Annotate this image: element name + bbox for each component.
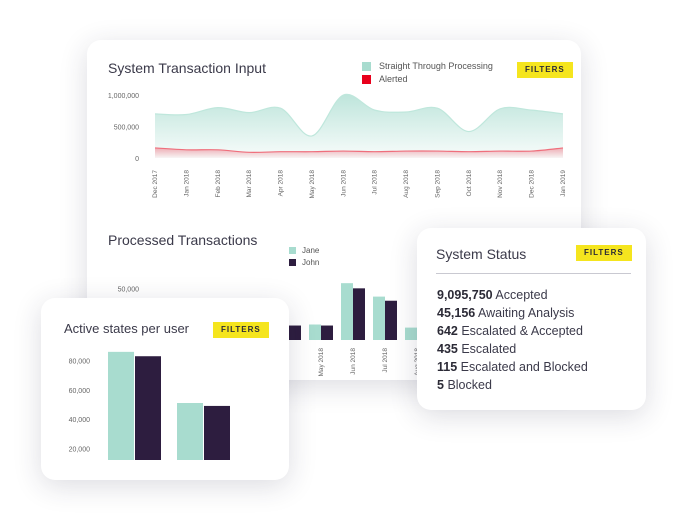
status-divider xyxy=(436,273,631,274)
y-tick-label: 1,000,000 xyxy=(108,93,139,100)
bar-jane xyxy=(341,283,353,340)
x-tick-label: Dec 2017 xyxy=(152,170,159,198)
status-count: 9,095,750 xyxy=(437,288,493,302)
status-label: Blocked xyxy=(447,378,492,392)
legend-label-alerted: Alerted xyxy=(379,74,408,84)
series-area-stp xyxy=(155,94,563,158)
status-count: 45,156 xyxy=(437,306,476,320)
bar-john xyxy=(321,325,333,340)
x-tick-label: Nov 2018 xyxy=(497,170,504,198)
legend-swatch-jane xyxy=(289,247,296,254)
status-count: 5 xyxy=(437,378,444,392)
y-tick-label: 500,000 xyxy=(114,125,139,132)
y-tick-label: 0 xyxy=(135,156,139,163)
status-label: Awaiting Analysis xyxy=(478,306,575,320)
status-item-blocked: 5 Blocked xyxy=(437,376,588,394)
bar-jane xyxy=(405,327,417,340)
active-states-filters-button[interactable]: FILTERS xyxy=(213,322,269,338)
x-tick-label: Jan 2018 xyxy=(183,170,190,197)
bar-jane xyxy=(309,324,321,340)
x-tick-label: Jul 2018 xyxy=(382,348,389,373)
legend-swatch-alerted xyxy=(362,74,371,84)
status-count: 642 xyxy=(437,324,458,338)
legend-label-john: John xyxy=(302,258,320,267)
legend-item-jane: Jane xyxy=(289,246,319,255)
y-tick-label: 40,000 xyxy=(69,417,91,424)
x-tick-label: May 2018 xyxy=(309,170,316,199)
x-tick-label: Sep 2018 xyxy=(434,170,441,198)
system-status-card: System Status FILTERS 9,095,750 Accepted… xyxy=(417,228,646,410)
x-tick-label: Aug 2018 xyxy=(403,170,410,198)
status-item-escalated-blocked: 115 Escalated and Blocked xyxy=(437,358,588,376)
series-line-alerted xyxy=(154,147,564,153)
series-line-stp xyxy=(154,93,564,137)
status-item-awaiting-analysis: 45,156 Awaiting Analysis xyxy=(437,304,588,322)
x-tick-label: Jun 2018 xyxy=(340,170,347,197)
bar-john xyxy=(289,325,301,340)
x-tick-label: Mar 2018 xyxy=(246,170,253,198)
status-item-escalated: 435 Escalated xyxy=(437,340,588,358)
status-list: 9,095,750 Accepted 45,156 Awaiting Analy… xyxy=(437,286,588,394)
processed-transactions-title: Processed Transactions xyxy=(108,232,258,248)
transaction-filters-button[interactable]: FILTERS xyxy=(517,62,573,78)
legend-label-stp: Straight Through Processing xyxy=(379,61,493,71)
x-tick-label: May 2018 xyxy=(318,348,325,377)
x-tick-label: Jul 2018 xyxy=(372,170,379,195)
legend-swatch-john xyxy=(289,259,296,266)
legend-item-stp: Straight Through Processing xyxy=(362,61,493,71)
status-label: Escalated & Accepted xyxy=(461,324,583,338)
legend-item-alerted: Alerted xyxy=(362,74,408,84)
y-tick-label: 60,000 xyxy=(69,388,91,395)
legend-item-john: John xyxy=(289,258,319,267)
y-tick-label: 20,000 xyxy=(69,446,91,453)
x-tick-label: Feb 2018 xyxy=(215,170,222,198)
legend-label-jane: Jane xyxy=(302,246,320,255)
status-item-escalated-accepted: 642 Escalated & Accepted xyxy=(437,322,588,340)
bar-jane xyxy=(373,296,385,340)
series-area-alerted xyxy=(155,147,563,158)
active-states-title: Active states per user xyxy=(64,321,189,336)
system-status-title: System Status xyxy=(436,246,527,262)
x-tick-label: Oct 2018 xyxy=(466,170,473,197)
bar-john xyxy=(385,300,397,340)
system-status-filters-button[interactable]: FILTERS xyxy=(576,245,632,261)
active-states-card: Active states per user FILTERS 80,000 60,… xyxy=(41,298,289,480)
status-count: 115 xyxy=(437,360,458,374)
y-tick-label: 50,000 xyxy=(118,286,140,293)
y-tick-label: 80,000 xyxy=(69,359,91,366)
status-label: Accepted xyxy=(495,288,548,302)
status-item-accepted: 9,095,750 Accepted xyxy=(437,286,588,304)
x-tick-label: Jun 2018 xyxy=(350,348,357,375)
status-label: Escalated and Blocked xyxy=(460,360,588,374)
active-bar xyxy=(177,403,203,460)
legend-swatch-stp xyxy=(362,61,371,71)
x-tick-label: Apr 2018 xyxy=(278,170,285,197)
active-bar xyxy=(204,405,230,460)
bar-john xyxy=(353,288,365,340)
x-tick-label: Jan 2019 xyxy=(560,170,567,197)
transaction-input-title: System Transaction Input xyxy=(108,60,266,76)
x-tick-label: Dec 2018 xyxy=(529,170,536,198)
status-label: Escalated xyxy=(461,342,517,356)
active-bar xyxy=(108,351,134,460)
status-count: 435 xyxy=(437,342,458,356)
transaction-area-chart: 1,000,000 500,000 0 Dec 2017 Jan 2018 Feb 201… xyxy=(108,93,567,199)
active-bar xyxy=(135,356,161,460)
active-states-bar-chart: 80,000 60,000 40,000 20,000 xyxy=(69,351,230,460)
